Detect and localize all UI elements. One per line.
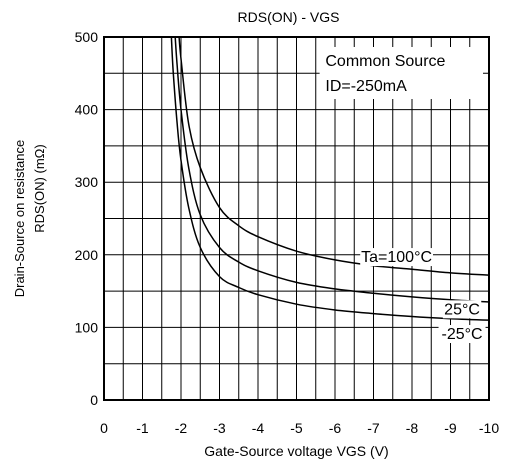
y-tick-label: 300 xyxy=(75,174,99,190)
series-lines xyxy=(170,37,489,321)
series-label: Ta=100°C xyxy=(361,249,432,266)
series-label: 25°C xyxy=(444,301,480,318)
y-tick-label: 400 xyxy=(75,102,99,118)
x-tick-label: -2 xyxy=(175,420,188,436)
series-label-background xyxy=(438,325,486,344)
y-axis-label-line1: Drain-Source on resistance xyxy=(12,140,27,298)
legend-box xyxy=(319,47,483,99)
x-tick-label: -3 xyxy=(213,420,226,436)
series-label-background xyxy=(360,248,433,267)
x-tick-label: -7 xyxy=(367,420,380,436)
series-line xyxy=(170,37,489,321)
plot-frame xyxy=(103,36,490,401)
y-axis-label-line2: RDS(ON) (mΩ) xyxy=(32,144,47,232)
x-tick-label: -5 xyxy=(290,420,303,436)
y-axis-label: Drain-Source on resistance RDS(ON) (mΩ) xyxy=(12,140,47,298)
x-tick-label: -10 xyxy=(479,420,499,436)
x-tick-label: 0 xyxy=(100,420,108,436)
x-tick-label: -6 xyxy=(329,420,342,436)
y-tick-label: 500 xyxy=(75,29,99,45)
x-axis-label: Gate-Source voltage VGS (V) xyxy=(204,443,388,459)
series-line xyxy=(174,37,489,303)
series-label: -25°C xyxy=(442,326,483,343)
legend-common-source: Common Source xyxy=(325,53,445,70)
y-tick-label: 0 xyxy=(90,392,98,408)
series-line xyxy=(178,37,489,276)
y-tick-label: 100 xyxy=(75,319,99,335)
x-tick-label: -8 xyxy=(406,420,419,436)
y-tick-label: 200 xyxy=(75,247,99,263)
x-tick-label: -1 xyxy=(136,420,149,436)
series-labels: Ta=100°C 25°C -25°C xyxy=(360,248,486,344)
series-label-background xyxy=(442,300,482,319)
x-tick-label: -9 xyxy=(444,420,457,436)
grid xyxy=(103,36,490,401)
chart-title: RDS(ON) - VGS xyxy=(238,9,340,25)
x-tick-label: -4 xyxy=(252,420,265,436)
y-tick-labels: 0 100 200 300 400 500 xyxy=(75,29,99,408)
x-tick-labels: 0 -1 -2 -3 -4 -5 -6 -7 -8 -9 -10 xyxy=(100,420,499,436)
legend-drain-current: ID=-250mA xyxy=(325,78,407,95)
